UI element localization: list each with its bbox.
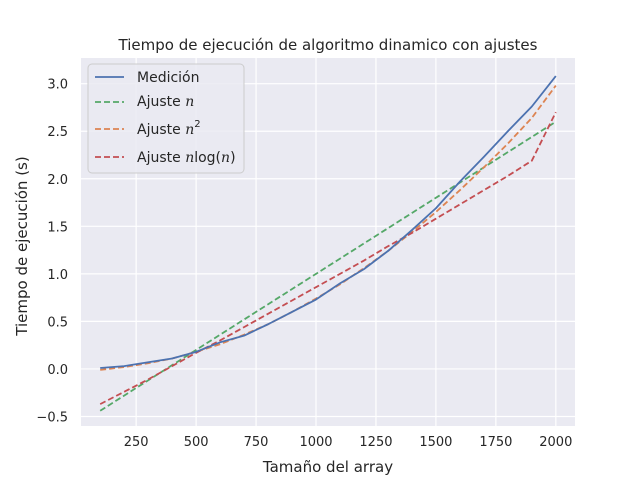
y-tick-label: 3.0 [47,78,68,93]
legend-label-ajuste-n: Ajuste n [137,94,194,110]
y-tick-label: 1.0 [47,268,68,283]
legend-label-ajuste-nlogn-var: n [185,150,194,166]
x-tick-label: 250 [124,435,149,450]
x-tick-label: 750 [244,435,269,450]
y-axis-label: Tiempo de ejecución (s) [13,156,31,336]
legend-label-ajuste-nlogn-arg: n [221,150,230,166]
legend-label-ajuste-n-base: Ajuste [137,94,185,110]
legend-label-ajuste-nlogn-end: ) [230,150,235,166]
legend-label-ajuste-n2-sup: 2 [194,119,200,130]
legend-box [87,63,245,174]
legend-label-ajuste-n-var: n [185,94,194,110]
chart-title: Tiempo de ejecución de algoritmo dinamic… [118,36,538,54]
series-line-medici-n [100,75,557,369]
x-axis-ticks: 250 500 750 1000 1250 1500 1750 2000 [124,435,573,450]
y-tick-label: 2.5 [47,125,68,140]
x-tick-label: 2000 [539,435,572,450]
legend-label-medicion: Medición [137,70,200,86]
legend-label-ajuste-n2: Ajuste n2 [137,119,201,138]
x-tick-label: 1750 [479,435,512,450]
legend-label-ajuste-nlogn-base: Ajuste [137,150,185,166]
legend: Medición Ajuste n Ajuste n2 Ajuste nlog(… [87,63,245,174]
y-tick-label: 1.5 [47,220,68,235]
legend-label-ajuste-n2-var: n [185,122,194,138]
y-tick-label: −0.5 [36,410,68,425]
y-tick-label: 0.0 [47,363,68,378]
series-layer [99,75,557,412]
x-tick-label: 500 [184,435,209,450]
x-tick-label: 1500 [419,435,452,450]
x-tick-label: 1000 [299,435,332,450]
x-axis-label: Tamaño del array [262,458,393,476]
series-line-ajuste-n-log-n [99,111,557,405]
y-tick-label: 0.5 [47,315,68,330]
legend-label-ajuste-nlogn: Ajuste nlog(n) [137,150,236,166]
y-tick-label: 2.0 [47,173,68,188]
y-axis-ticks: −0.5 0.0 0.5 1.0 1.5 2.0 2.5 3.0 [36,78,68,426]
legend-label-ajuste-n2-base: Ajuste [137,122,185,138]
grid [81,58,575,426]
legend-label-ajuste-nlogn-log: log( [194,150,221,166]
x-tick-label: 1250 [359,435,392,450]
